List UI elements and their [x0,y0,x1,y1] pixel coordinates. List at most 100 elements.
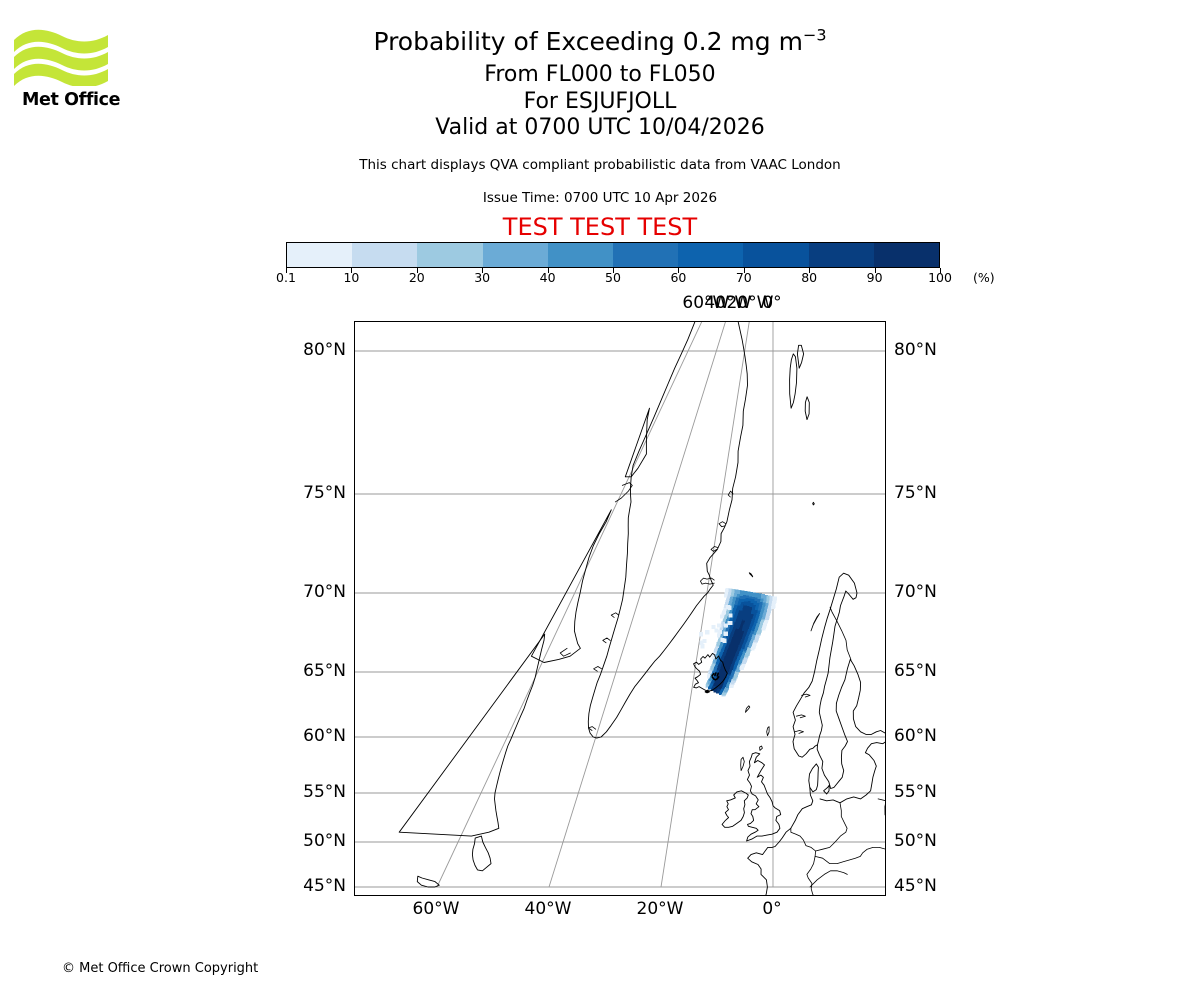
colorbar-tick-3 [482,268,484,273]
coastline-svalbard-spitsbergen [789,353,798,409]
colorbar-segment-1 [352,243,418,267]
ash-cell-scatter [722,638,727,643]
lat-label-right-75: 75°N [894,483,937,503]
coastline-bear-island [812,501,815,506]
coastline-scoresby-sund [700,577,715,585]
coastline-ellesmere [624,407,650,478]
border-central-europe-a [815,802,848,852]
colorbar-tick-10 [940,268,941,273]
ash-cell [737,589,742,595]
colorbar-tick-label-5: 50 [605,270,621,285]
colorbar-tick-9 [874,268,876,273]
copyright-footer: © Met Office Crown Copyright [62,961,259,976]
colorbar-tick-label-1: 10 [343,270,360,285]
colorbar-tick-label-10: 100 [928,270,952,285]
ash-cell-scatter [702,638,707,644]
coastline-svalbard-nordaustlandet [796,344,805,369]
colorbar-tick-label-2: 20 [408,270,425,285]
ash-cell [760,594,765,599]
ash-cell [756,611,761,616]
coastline-baltic-south [819,741,885,804]
ash-cell [766,595,771,600]
page-title: Probability of Exceeding 0.2 mg m−3 [0,27,1200,56]
lat-label-left-75: 75°N [303,483,346,503]
gridline-lon--60 [436,322,703,888]
colorbar-segment-8 [808,243,874,267]
lon-label-bottom-60°W: 60°W [412,899,460,919]
colorbar-ticks [286,268,941,276]
coastline-gl-fjord-a [710,546,718,552]
coastline-norway-fjord-c [801,693,811,698]
ash-cell-scatter [719,614,725,619]
colorbar-tick-label-4: 40 [539,270,556,285]
coastline-svalbard-edgeoya [804,396,810,421]
ash-cell [731,588,736,594]
coastline-faroe [745,705,751,713]
colorbar-tick-label-3: 30 [474,270,491,285]
border-sweden-finland [829,606,852,660]
ash-cell [771,602,776,607]
coastline-newfoundland [471,835,492,872]
lon-label-top-0°: 0° [762,293,782,313]
coastline-norway-fjord-b [796,714,806,719]
ash-cell-scatter [699,632,704,637]
lat-label-right-45: 45°N [894,876,937,896]
qva-compliance-note: This chart displays QVA compliant probab… [359,157,841,173]
colorbar-tick-label-7: 70 [735,270,752,285]
met-office-brand-text: Met Office [22,90,121,110]
ash-cell [765,601,770,606]
ash-cell [769,595,774,600]
colorbar-tick-2 [416,268,418,273]
colorbar-tick-label-0: 0.1 [276,270,296,285]
colorbar-tick-1 [351,268,353,273]
lat-label-right-50: 50°N [894,831,937,851]
ash-cell [740,590,745,595]
coastline-shetland [766,726,770,737]
colorbar-segment-6 [678,243,744,267]
colorbar-segment-9 [873,243,940,267]
ash-cell [760,620,765,625]
ash-cell [762,613,767,618]
ash-cell-scatter [723,631,728,636]
ash-cell [757,593,763,598]
colorbar-segment-2 [417,243,483,267]
lat-label-left-80: 80°N [303,340,346,360]
colorbar-tick-8 [809,268,811,273]
ash-plume-layer [699,587,777,697]
ash-cell-scatter [721,610,727,615]
ash-cell [757,619,762,624]
lon-label-top-20°W: 20°W [726,293,774,313]
map-gridlines [355,322,885,888]
ash-cell [765,614,770,619]
colorbar-unit-label: (%) [973,270,995,285]
ash-cell-scatter [717,623,722,628]
colorbar-tick-0 [286,268,287,273]
ash-cell [728,588,733,593]
page-title-exponent: −3 [802,25,827,45]
lat-label-right-60: 60°N [894,726,937,746]
ash-cell-scatter [728,620,733,626]
lon-label-bottom-20°W: 20°W [636,899,684,919]
coastline-gl-south-a [588,726,597,731]
coastline-greenland [587,322,748,739]
page-title-text: Probability of Exceeding 0.2 mg m [373,27,803,56]
ash-cell [759,612,764,617]
coastline-great-britain [746,752,782,842]
ash-cell [746,591,751,596]
coastline-devon-island [614,482,633,503]
coastline-iceland-detail-c [714,672,717,677]
lat-label-left-45: 45°N [303,876,346,896]
colorbar-tick-label-8: 80 [801,270,818,285]
test-banner: TEST TEST TEST [502,213,698,241]
colorbar-segment-4 [547,243,614,267]
lat-label-left-55: 55°N [303,782,346,802]
coastline-denmark-zealand [823,784,830,795]
lat-label-left-70: 70°N [303,582,346,602]
ash-cell [725,587,730,592]
ash-probability-map [354,321,886,896]
colorbar-tick-labels: 0.1 10 20 30 40 50 60 70 80 90 100 [0,270,1200,290]
coastline-baffin-island [530,509,612,663]
ash-cell-scatter [717,630,723,635]
colorbar-tick-label-9: 90 [866,270,883,285]
coastline-ireland [721,790,749,828]
